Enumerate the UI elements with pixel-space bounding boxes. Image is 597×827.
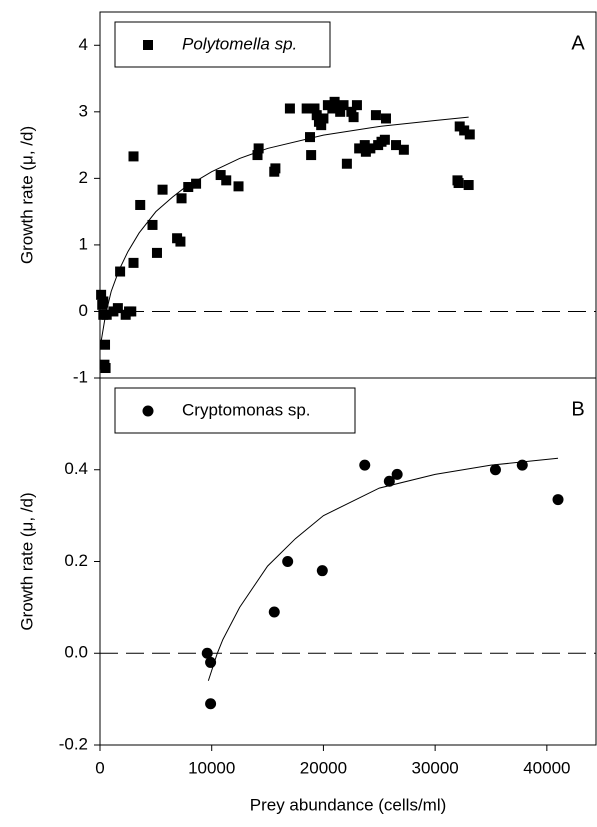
data-point bbox=[459, 125, 470, 136]
legend-label: Cryptomonas sp. bbox=[182, 400, 311, 419]
legend-marker bbox=[143, 40, 153, 50]
data-point bbox=[398, 144, 409, 155]
data-point bbox=[270, 163, 281, 174]
data-point bbox=[115, 266, 126, 277]
data-point bbox=[348, 112, 359, 123]
y-tick-label: 1 bbox=[79, 234, 88, 253]
data-point bbox=[135, 199, 146, 210]
x-tick-label: 40000 bbox=[523, 758, 570, 777]
data-point bbox=[552, 494, 564, 506]
data-point bbox=[329, 96, 340, 107]
data-point bbox=[379, 134, 390, 145]
y-tick-label: 2 bbox=[79, 168, 88, 187]
data-point bbox=[112, 303, 123, 314]
data-point bbox=[176, 193, 187, 204]
data-point bbox=[191, 178, 202, 189]
legend-label: Polytomella sp. bbox=[182, 34, 297, 53]
data-point bbox=[205, 656, 217, 668]
data-point bbox=[284, 103, 295, 114]
data-point bbox=[338, 100, 349, 111]
x-tick-label: 0 bbox=[95, 758, 104, 777]
data-point bbox=[311, 110, 322, 121]
data-point bbox=[335, 106, 346, 117]
data-point bbox=[341, 158, 352, 169]
data-point bbox=[305, 132, 316, 143]
y-tick-label: -0.2 bbox=[59, 734, 88, 753]
data-point bbox=[316, 565, 328, 577]
data-point bbox=[96, 289, 107, 300]
fit-curve bbox=[99, 116, 469, 349]
y-tick-label: -1 bbox=[73, 367, 88, 386]
data-point bbox=[365, 143, 376, 154]
panel-label: A bbox=[571, 32, 585, 54]
data-point bbox=[301, 103, 312, 114]
data-point bbox=[516, 459, 528, 471]
data-point bbox=[383, 475, 395, 487]
data-point bbox=[100, 339, 111, 350]
data-point bbox=[253, 143, 264, 154]
y-tick-label: 0.4 bbox=[64, 459, 88, 478]
data-point bbox=[101, 309, 112, 320]
data-point bbox=[464, 129, 475, 140]
data-point bbox=[306, 150, 317, 161]
data-point bbox=[327, 103, 338, 114]
data-point bbox=[98, 296, 109, 307]
data-point bbox=[233, 181, 244, 192]
y-tick-label: 0.0 bbox=[64, 643, 88, 662]
data-point bbox=[147, 219, 158, 230]
panel-label: B bbox=[571, 398, 584, 420]
legend-box bbox=[114, 387, 356, 434]
y-axis-label: Growth rate (μ, /d) bbox=[17, 492, 36, 630]
data-point bbox=[380, 113, 391, 124]
data-point bbox=[316, 120, 327, 131]
data-point bbox=[126, 306, 137, 317]
data-point bbox=[318, 113, 329, 124]
data-point bbox=[157, 184, 168, 195]
data-point bbox=[268, 606, 280, 618]
x-tick-label: 10000 bbox=[188, 758, 235, 777]
data-point bbox=[183, 182, 194, 193]
y-axis-label: Growth rate (μ, /d) bbox=[17, 126, 36, 264]
data-point bbox=[391, 140, 402, 151]
data-point bbox=[346, 106, 357, 117]
data-point bbox=[489, 464, 501, 476]
y-tick-label: 0.2 bbox=[64, 551, 88, 570]
data-point bbox=[359, 459, 371, 471]
data-point bbox=[453, 178, 464, 189]
x-axis-label: Prey abundance (cells/ml) bbox=[250, 795, 447, 814]
data-point bbox=[282, 556, 294, 567]
fit-curve bbox=[207, 457, 559, 681]
data-point bbox=[391, 468, 403, 480]
data-point bbox=[359, 140, 370, 151]
data-point bbox=[221, 175, 232, 186]
data-point bbox=[128, 257, 139, 268]
data-point bbox=[205, 698, 217, 710]
data-point bbox=[175, 236, 186, 247]
y-tick-label: 0 bbox=[79, 301, 88, 320]
data-point bbox=[252, 150, 263, 161]
data-point bbox=[100, 363, 111, 374]
data-point bbox=[463, 180, 474, 191]
legend-marker bbox=[142, 405, 154, 417]
data-point bbox=[215, 170, 226, 181]
y-tick-label: 4 bbox=[79, 35, 88, 54]
data-point bbox=[351, 100, 362, 111]
data-point bbox=[354, 143, 365, 154]
data-point bbox=[128, 151, 139, 162]
y-tick-label: 3 bbox=[79, 101, 88, 120]
data-point bbox=[309, 103, 320, 114]
data-point bbox=[201, 647, 213, 659]
x-tick-label: 20000 bbox=[300, 758, 347, 777]
x-tick-label: 30000 bbox=[411, 758, 458, 777]
data-point bbox=[370, 110, 381, 121]
data-point bbox=[151, 247, 162, 258]
